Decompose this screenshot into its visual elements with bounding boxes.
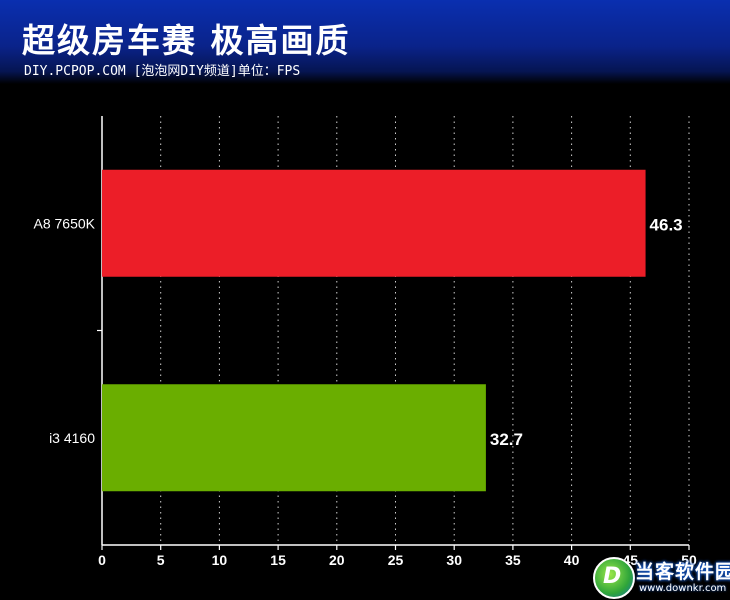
category-label-0: A8 7650K [34, 215, 96, 231]
watermark-logo-icon: D [593, 557, 635, 599]
category-label-1: i3 4160 [49, 430, 95, 446]
x-tick-label-1: 5 [157, 552, 165, 568]
watermark-logo-mark: D [603, 564, 622, 589]
x-tick-label-0: 0 [98, 552, 106, 568]
watermark-name: 当客软件园 [635, 561, 730, 583]
chart-subtitle: DIY.PCPOP.COM [泡泡网DIY频道]单位：FPS [24, 64, 301, 79]
bar-1 [102, 384, 486, 492]
x-tick-label-7: 35 [505, 552, 521, 568]
bar-value-label-1: 32.7 [490, 430, 523, 449]
watermark: D 当客软件园 www.downkr.com [593, 555, 730, 600]
x-tick-label-5: 25 [388, 552, 404, 568]
chart-header: 超级房车赛 极高画质 DIY.PCPOP.COM [泡泡网DIY频道]单位：FP… [0, 0, 730, 84]
x-tick-label-10: 50 [681, 552, 697, 568]
x-tick-label-2: 10 [212, 552, 228, 568]
x-tick-label-6: 30 [446, 552, 462, 568]
watermark-url: www.downkr.com [639, 583, 727, 594]
x-tick-label-4: 20 [329, 552, 345, 568]
x-tick-label-8: 40 [564, 552, 580, 568]
chart-title: 超级房车赛 极高画质 [22, 21, 351, 60]
bar-0 [102, 169, 646, 277]
x-tick-label-3: 15 [270, 552, 286, 568]
bar-value-label-0: 46.3 [650, 215, 683, 234]
